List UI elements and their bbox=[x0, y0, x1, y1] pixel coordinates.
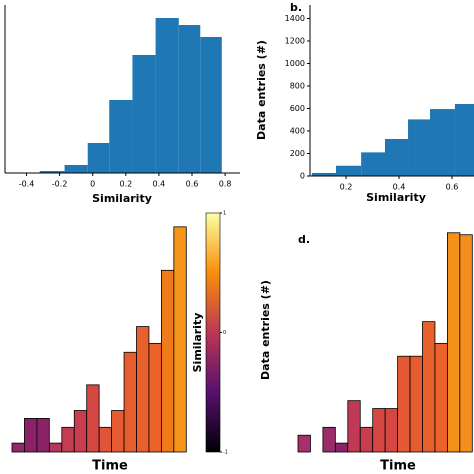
bar bbox=[132, 55, 156, 173]
bar bbox=[109, 100, 133, 173]
x-axis-label: Time bbox=[92, 459, 128, 474]
bar bbox=[434, 342, 448, 453]
y-tick-label: 0 bbox=[300, 172, 305, 181]
bar bbox=[86, 384, 100, 453]
x-tick-label: 0.6 bbox=[186, 180, 199, 189]
y-tick-label: 200 bbox=[290, 149, 305, 158]
bar bbox=[372, 408, 386, 453]
x-axis-label: Similarity bbox=[366, 191, 426, 204]
bar bbox=[430, 109, 455, 176]
bar bbox=[160, 269, 175, 453]
bar bbox=[422, 321, 436, 453]
bar bbox=[61, 426, 75, 453]
y-axis-label: Data entries (#) bbox=[259, 280, 272, 380]
panel-label: d. bbox=[298, 233, 310, 246]
bar bbox=[173, 226, 187, 453]
colorbar-tick-label: 0 bbox=[223, 330, 226, 336]
y-tick-label: 1200 bbox=[285, 37, 305, 46]
bar bbox=[136, 326, 150, 453]
bar bbox=[459, 234, 473, 453]
bar bbox=[454, 104, 474, 176]
bar bbox=[36, 418, 50, 453]
bar bbox=[48, 442, 63, 453]
bar bbox=[64, 165, 88, 173]
x-tick-label: -0.2 bbox=[52, 180, 68, 189]
bar bbox=[87, 143, 110, 173]
colorbar-label: Similarity bbox=[191, 313, 204, 373]
y-tick-label: 1400 bbox=[285, 14, 305, 23]
bar bbox=[155, 18, 179, 173]
bar bbox=[384, 138, 409, 176]
bar bbox=[200, 37, 222, 173]
bar bbox=[446, 232, 461, 453]
y-tick-label: 800 bbox=[290, 82, 305, 91]
y-tick-label: 1000 bbox=[285, 59, 305, 68]
panel-label: b. bbox=[290, 1, 302, 14]
bar bbox=[322, 426, 336, 453]
x-tick-label: 0.2 bbox=[119, 180, 132, 189]
bar bbox=[39, 171, 65, 173]
bar bbox=[24, 418, 38, 453]
bar bbox=[361, 152, 385, 176]
y-tick-label: 600 bbox=[290, 104, 305, 113]
x-tick-label: 0.4 bbox=[153, 180, 166, 189]
colorbar-tick-label: -1 bbox=[223, 450, 228, 456]
x-axis-label: Similarity bbox=[92, 192, 152, 205]
x-tick-label: 0.4 bbox=[393, 183, 406, 192]
bar bbox=[111, 410, 125, 453]
bar bbox=[384, 408, 398, 453]
bar bbox=[98, 426, 113, 453]
colorbar-tick-label: 1 bbox=[223, 211, 226, 217]
x-tick-label: 0 bbox=[90, 180, 95, 189]
bar bbox=[73, 410, 88, 453]
bar bbox=[123, 351, 137, 453]
bar bbox=[148, 342, 162, 453]
bar bbox=[359, 426, 374, 453]
bar bbox=[335, 165, 362, 176]
y-tick-label: 400 bbox=[290, 127, 305, 136]
x-tick-label: -0.4 bbox=[19, 180, 35, 189]
bar bbox=[11, 442, 25, 453]
x-axis-label: Time bbox=[380, 459, 416, 474]
x-tick-label: 0.2 bbox=[340, 183, 353, 192]
y-axis-label: Data entries (#) bbox=[255, 40, 268, 140]
bar bbox=[297, 434, 311, 453]
x-tick-label: 0.8 bbox=[219, 180, 232, 189]
colorbar bbox=[205, 212, 221, 453]
bar bbox=[178, 25, 201, 173]
bar bbox=[347, 400, 361, 453]
bar bbox=[397, 355, 411, 453]
bar bbox=[311, 172, 336, 176]
x-tick-label: 0.6 bbox=[446, 183, 459, 192]
bar bbox=[334, 442, 349, 453]
bar bbox=[408, 119, 431, 176]
bar bbox=[409, 355, 423, 453]
